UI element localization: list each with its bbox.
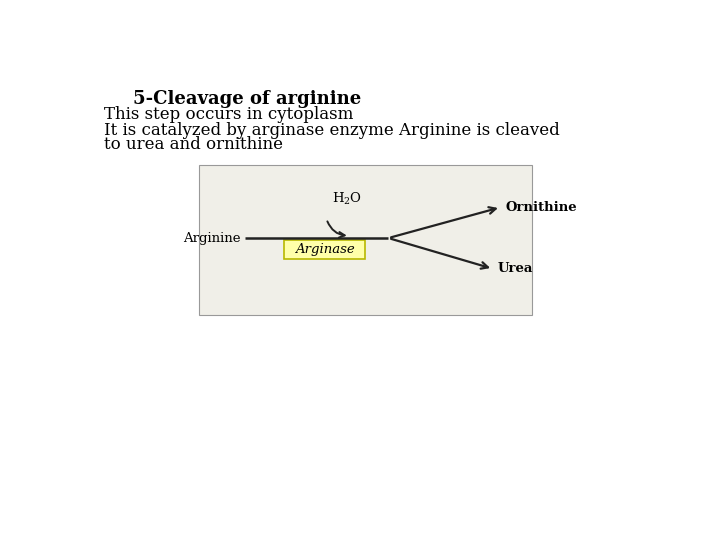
Text: Urea: Urea [498, 262, 533, 275]
Text: This step occurs in cytoplasm: This step occurs in cytoplasm [104, 106, 354, 123]
Text: Arginine: Arginine [183, 232, 240, 245]
Text: 5-Cleavage of arginine: 5-Cleavage of arginine [132, 90, 361, 108]
FancyBboxPatch shape [284, 240, 365, 259]
Text: Ornithine: Ornithine [505, 201, 577, 214]
FancyBboxPatch shape [199, 165, 532, 315]
Text: $\mathregular{H_2O}$: $\mathregular{H_2O}$ [332, 191, 362, 207]
Text: to urea and ornithine: to urea and ornithine [104, 137, 283, 153]
Text: Arginase: Arginase [294, 243, 354, 256]
Text: It is catalyzed by arginase enzyme Arginine is cleaved: It is catalyzed by arginase enzyme Argin… [104, 122, 559, 139]
